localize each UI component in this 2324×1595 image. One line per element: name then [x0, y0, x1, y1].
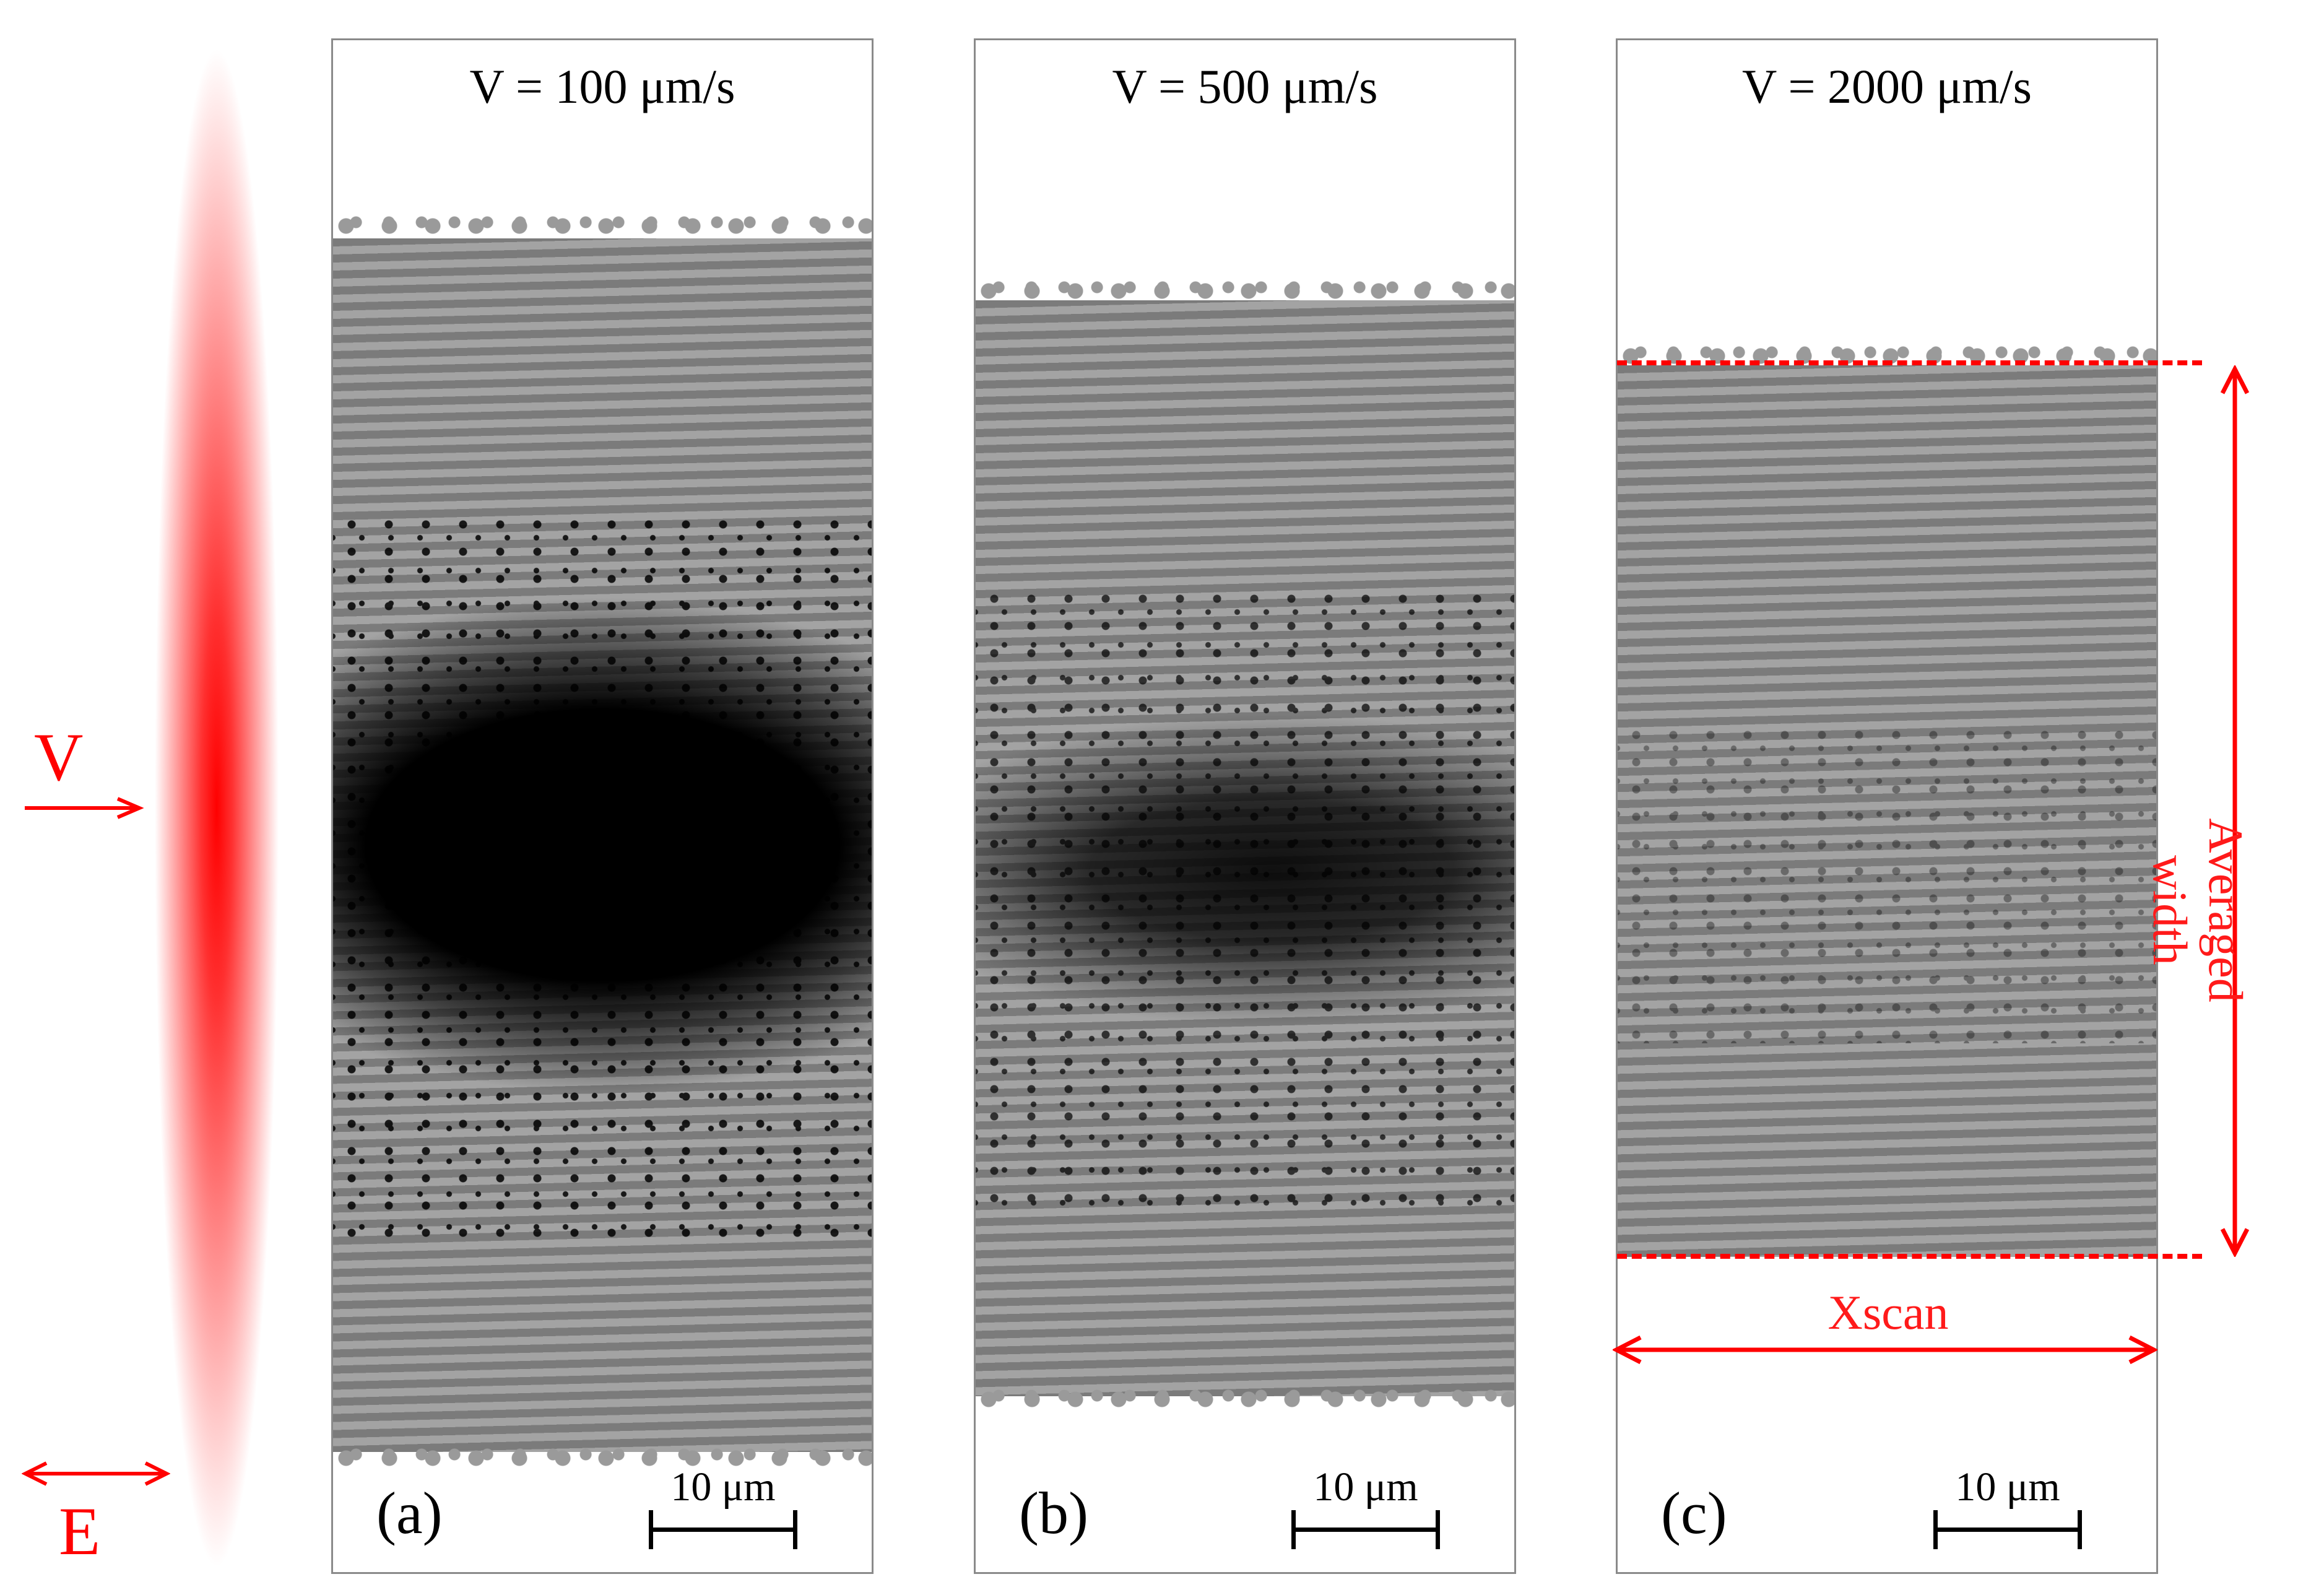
velocity-label: V: [34, 719, 84, 795]
panel-title: V = 100 μm/s: [469, 59, 735, 113]
width-arrow-icon: [2220, 365, 2250, 1257]
defect-speckle: [1618, 721, 2156, 1043]
panel-b: V = 500 μm/s (b) 10 μm: [974, 38, 1516, 1574]
scale-bar-label: 10 μm: [1313, 1464, 1418, 1510]
panel-title: V = 500 μm/s: [1112, 59, 1378, 113]
scale-bar-line: [1933, 1510, 2082, 1549]
averaged-width-label: Averaged width: [2143, 818, 2253, 1002]
panel-a: V = 100 μm/s (a) 10 μm: [331, 38, 874, 1574]
track-bottom-edge: [976, 1381, 1514, 1418]
scale-bar: 10 μm: [649, 1464, 797, 1549]
panel-letter: (a): [376, 1480, 443, 1546]
scale-bar-label: 10 μm: [1955, 1464, 2060, 1510]
field-label: E: [59, 1493, 101, 1569]
panel-c: V = 2000 μm/s (c) 10 μm: [1616, 38, 2158, 1574]
scale-bar: 10 μm: [1933, 1464, 2082, 1549]
scan-arrow-icon: [1613, 1335, 2157, 1365]
panel-letter: (b): [1019, 1480, 1088, 1546]
damage-zone: [333, 598, 872, 1093]
xscan-label: Xscan: [1828, 1285, 1949, 1339]
width-bottom-dashed-line: [1617, 1254, 2202, 1259]
laser-beam-profile: [155, 50, 279, 1567]
panel-title: V = 2000 μm/s: [1742, 59, 2032, 113]
scale-bar-line: [649, 1510, 797, 1549]
scale-bar-line: [1291, 1510, 1440, 1549]
polarization-arrow-icon: [22, 1461, 170, 1486]
scale-bar: 10 μm: [1291, 1464, 1440, 1549]
modified-track: [1618, 365, 2156, 1257]
damage-zone: [976, 697, 1514, 1043]
scale-bar-label: 10 μm: [670, 1464, 776, 1510]
width-top-dashed-line: [1617, 360, 2202, 365]
track-bottom-edge: [333, 1440, 872, 1477]
panel-letter: (c): [1661, 1480, 1727, 1546]
velocity-arrow-icon: [25, 797, 144, 819]
